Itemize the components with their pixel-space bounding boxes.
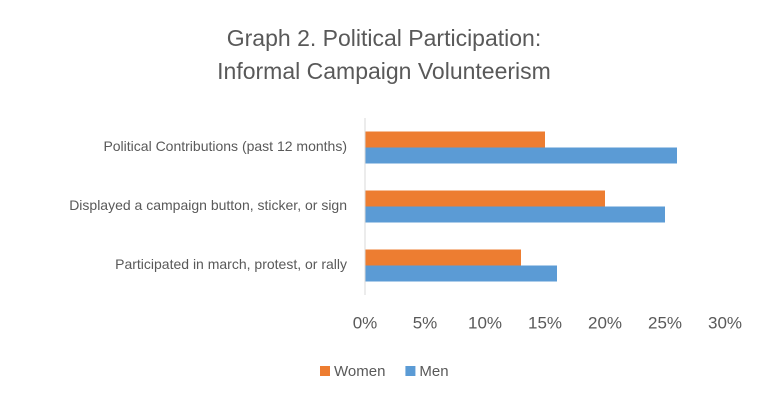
chart-title: Informal Campaign Volunteerism bbox=[217, 58, 551, 84]
x-tick-label: 5% bbox=[413, 313, 438, 332]
legend-swatch bbox=[405, 366, 416, 376]
legend-swatch bbox=[320, 366, 330, 376]
x-tick-label: 15% bbox=[528, 313, 562, 332]
bar bbox=[365, 206, 665, 223]
bar bbox=[365, 265, 557, 282]
legend-label: Women bbox=[334, 363, 385, 380]
bar bbox=[365, 131, 545, 148]
x-tick-label: 0% bbox=[353, 313, 378, 332]
bar bbox=[365, 249, 521, 266]
bar bbox=[365, 190, 605, 207]
x-tick-label: 30% bbox=[708, 313, 742, 332]
legend-label: Men bbox=[419, 363, 448, 380]
bar bbox=[365, 147, 677, 164]
x-tick-label: 10% bbox=[468, 313, 502, 332]
x-tick-label: 25% bbox=[648, 313, 682, 332]
y-tick-label: Political Contributions (past 12 months) bbox=[103, 138, 347, 154]
chart-title: Graph 2. Political Participation: bbox=[227, 25, 542, 51]
x-tick-label: 20% bbox=[588, 313, 622, 332]
y-tick-label: Displayed a campaign button, sticker, or… bbox=[69, 197, 347, 213]
y-tick-label: Participated in march, protest, or rally bbox=[115, 256, 347, 272]
